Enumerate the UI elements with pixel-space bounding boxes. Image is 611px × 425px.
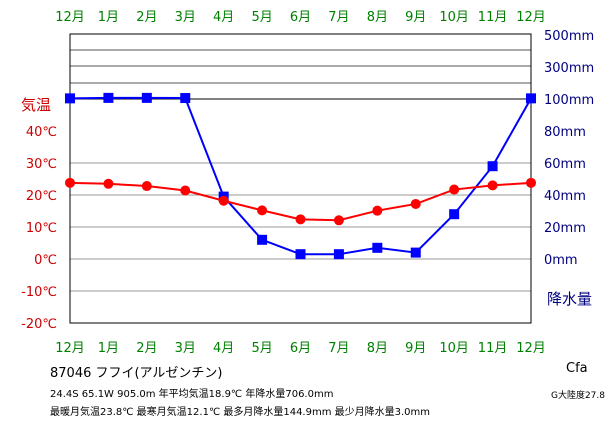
precipitation-point bbox=[65, 93, 75, 104]
continentality-index: G大陸度27.8 bbox=[550, 391, 605, 401]
month-label: 7月 bbox=[328, 341, 349, 356]
month-label: 11月 bbox=[478, 341, 508, 356]
temperature-point bbox=[410, 198, 421, 209]
month-label: 10月 bbox=[439, 10, 469, 25]
precipitation-point bbox=[141, 92, 152, 103]
precipitation-point bbox=[180, 93, 191, 104]
station-summary-line1: 24.4S 65.1W 905.0m 年平均気温18.9℃ 年降水量706.0m… bbox=[50, 389, 334, 400]
axes bbox=[69, 33, 532, 324]
month-label: 12月 bbox=[55, 341, 85, 356]
month-label: 9月 bbox=[405, 10, 426, 25]
temperature-point bbox=[449, 184, 460, 195]
precip-tick-label: 0mm bbox=[544, 253, 578, 268]
month-label: 2月 bbox=[136, 341, 157, 356]
precipitation-series bbox=[65, 92, 536, 260]
month-label: 2月 bbox=[136, 10, 157, 25]
month-label: 5月 bbox=[251, 10, 272, 25]
temp-tick-label: 10℃ bbox=[26, 221, 57, 236]
temperature-point bbox=[65, 177, 75, 188]
month-label: 12月 bbox=[516, 10, 546, 25]
precipitation-point bbox=[410, 247, 421, 258]
month-label: 10月 bbox=[439, 341, 469, 356]
temperature-point bbox=[218, 195, 229, 206]
precipitation-tick-labels: 100mm 80mm 60mm 40mm 20mm 0mm 300mm 500mm bbox=[544, 29, 594, 268]
temperature-point bbox=[372, 205, 383, 216]
temperature-point bbox=[141, 181, 152, 192]
month-labels-top: 12月 1月 2月 3月 4月 5月 6月 7月 8月 9月 10月 11月 12月 bbox=[55, 10, 546, 25]
month-labels-bottom: 12月 1月 2月 3月 4月 5月 6月 7月 8月 9月 10月 11月 12月 bbox=[55, 341, 546, 356]
temperature-point bbox=[333, 215, 344, 226]
temperature-point bbox=[295, 214, 306, 225]
temperature-point bbox=[180, 185, 191, 196]
month-label: 12月 bbox=[516, 341, 546, 356]
precipitation-point bbox=[333, 249, 344, 260]
month-label: 5月 bbox=[251, 341, 272, 356]
month-label: 6月 bbox=[290, 341, 311, 356]
grid-lines bbox=[70, 49, 531, 292]
temp-tick-label: 30℃ bbox=[26, 157, 57, 172]
station-name: 87046 フフイ(アルゼンチン) bbox=[50, 366, 223, 381]
precip-tick-label: 40mm bbox=[544, 189, 586, 204]
month-label: 8月 bbox=[367, 341, 388, 356]
precipitation-point bbox=[103, 92, 114, 103]
month-label: 6月 bbox=[290, 10, 311, 25]
precip-tick-label: 500mm bbox=[544, 29, 594, 44]
koppen-class: Cfa bbox=[566, 361, 588, 376]
precip-tick-label: 60mm bbox=[544, 157, 586, 172]
temperature-point bbox=[103, 178, 114, 189]
temp-tick-label: 40℃ bbox=[26, 125, 57, 140]
precipitation-point bbox=[372, 242, 383, 253]
month-label: 11月 bbox=[478, 10, 508, 25]
month-label: 9月 bbox=[405, 341, 426, 356]
month-label: 1月 bbox=[98, 10, 119, 25]
precip-tick-label: 80mm bbox=[544, 125, 586, 140]
precipitation-axis-label: 降水量 bbox=[547, 290, 592, 308]
precip-tick-label: 100mm bbox=[544, 93, 594, 108]
precipitation-line bbox=[69, 96, 532, 256]
precipitation-point bbox=[295, 249, 306, 260]
temperature-axis-label: 気温 bbox=[21, 96, 51, 114]
temperature-tick-labels: 40℃ 30℃ 20℃ 10℃ 0℃ -10℃ -20℃ bbox=[21, 125, 57, 332]
precipitation-point bbox=[449, 209, 460, 220]
precipitation-point bbox=[526, 93, 536, 104]
month-label: 1月 bbox=[98, 341, 119, 356]
temp-tick-label: 20℃ bbox=[26, 189, 57, 204]
temp-tick-label: 0℃ bbox=[34, 253, 57, 268]
month-label: 4月 bbox=[213, 341, 234, 356]
month-label: 3月 bbox=[175, 10, 196, 25]
station-summary-line2: 最暖月気温23.8℃ 最寒月気温12.1℃ 最多月降水量144.9mm 最少月降… bbox=[50, 407, 431, 418]
month-label: 7月 bbox=[328, 10, 349, 25]
precip-tick-label: 20mm bbox=[544, 221, 586, 236]
temperature-point bbox=[526, 177, 536, 188]
month-label: 12月 bbox=[55, 10, 85, 25]
month-label: 3月 bbox=[175, 341, 196, 356]
temperature-series bbox=[65, 177, 536, 226]
precip-tick-label: 300mm bbox=[544, 61, 594, 76]
month-label: 4月 bbox=[213, 10, 234, 25]
precipitation-point bbox=[487, 161, 498, 172]
precipitation-point bbox=[257, 234, 268, 245]
month-label: 8月 bbox=[367, 10, 388, 25]
temperature-point bbox=[487, 180, 498, 191]
plot-frame bbox=[69, 33, 532, 324]
temp-tick-label: -10℃ bbox=[21, 285, 57, 300]
temperature-point bbox=[257, 205, 268, 216]
temp-tick-label: -20℃ bbox=[21, 317, 57, 332]
